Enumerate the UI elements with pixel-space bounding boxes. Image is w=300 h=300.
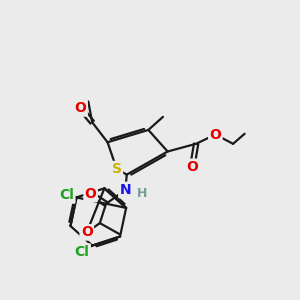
Text: O: O <box>75 101 86 116</box>
Text: H: H <box>137 187 147 200</box>
Text: Cl: Cl <box>59 188 74 203</box>
Text: O: O <box>81 225 93 239</box>
Text: O: O <box>186 160 198 174</box>
Text: S: S <box>112 162 122 176</box>
Text: O: O <box>85 187 97 201</box>
Text: N: N <box>119 183 131 197</box>
Text: Cl: Cl <box>75 244 90 259</box>
Text: O: O <box>209 128 221 142</box>
